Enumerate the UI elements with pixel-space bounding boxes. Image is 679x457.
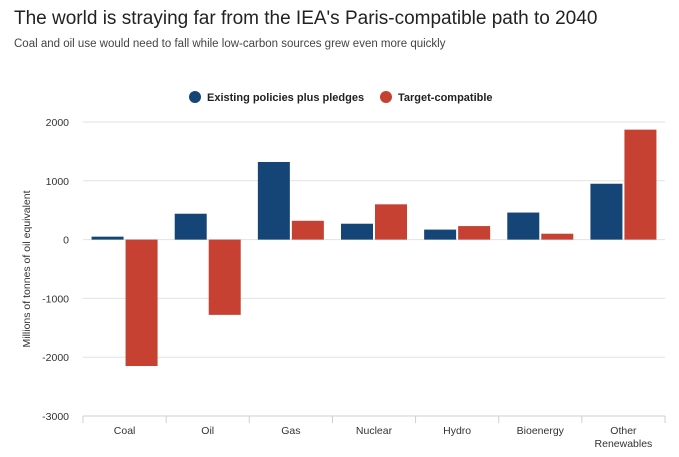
bar bbox=[458, 226, 491, 240]
bar bbox=[590, 183, 623, 240]
bar bbox=[291, 220, 324, 240]
x-category-label: Oil bbox=[201, 425, 214, 437]
x-category-label: Other Renewables bbox=[595, 425, 653, 450]
bar bbox=[624, 129, 657, 240]
bars bbox=[91, 129, 657, 367]
bar bbox=[375, 204, 407, 240]
chart-title: The world is straying far from the IEA's… bbox=[14, 8, 598, 29]
bar bbox=[208, 239, 241, 315]
y-tick-label: 2000 bbox=[46, 117, 70, 129]
x-axis: Coal Oil Gas Nuclear Hydro Bioenergy Other Rene… bbox=[82, 415, 666, 450]
x-category-label: Bioenergy bbox=[517, 425, 565, 437]
y-tick-label: -2000 bbox=[42, 352, 69, 364]
y-tick-label: 0 bbox=[63, 235, 69, 247]
legend-marker bbox=[189, 91, 201, 103]
bar bbox=[541, 233, 574, 240]
y-tick-label: -3000 bbox=[42, 411, 69, 423]
x-category-label: Coal bbox=[114, 425, 136, 437]
gridlines bbox=[83, 121, 665, 417]
x-category-label: Hydro bbox=[443, 425, 471, 437]
legend-marker bbox=[380, 91, 392, 103]
legend: Existing policies plus pledges Target-com… bbox=[189, 91, 493, 104]
legend-label: Existing policies plus pledges bbox=[207, 92, 364, 104]
bar bbox=[125, 239, 158, 367]
chart-subtitle: Coal and oil use would need to fall whil… bbox=[14, 38, 446, 50]
bar bbox=[507, 212, 540, 240]
bar bbox=[257, 161, 290, 240]
bar bbox=[174, 213, 207, 240]
x-category-label: Gas bbox=[281, 425, 300, 437]
bar bbox=[91, 236, 124, 240]
y-axis-label: Millions of tonnes of oil equivalent bbox=[21, 190, 33, 347]
bar bbox=[341, 223, 373, 240]
y-tick-label: 1000 bbox=[46, 176, 70, 188]
y-tick-label: -1000 bbox=[42, 293, 69, 305]
legend-label: Target-compatible bbox=[398, 92, 493, 104]
bar bbox=[424, 229, 457, 240]
x-category-label: Nuclear bbox=[356, 425, 393, 437]
y-axis-ticks: -3000 -2000 -1000 0 1000 2000 bbox=[42, 117, 69, 423]
